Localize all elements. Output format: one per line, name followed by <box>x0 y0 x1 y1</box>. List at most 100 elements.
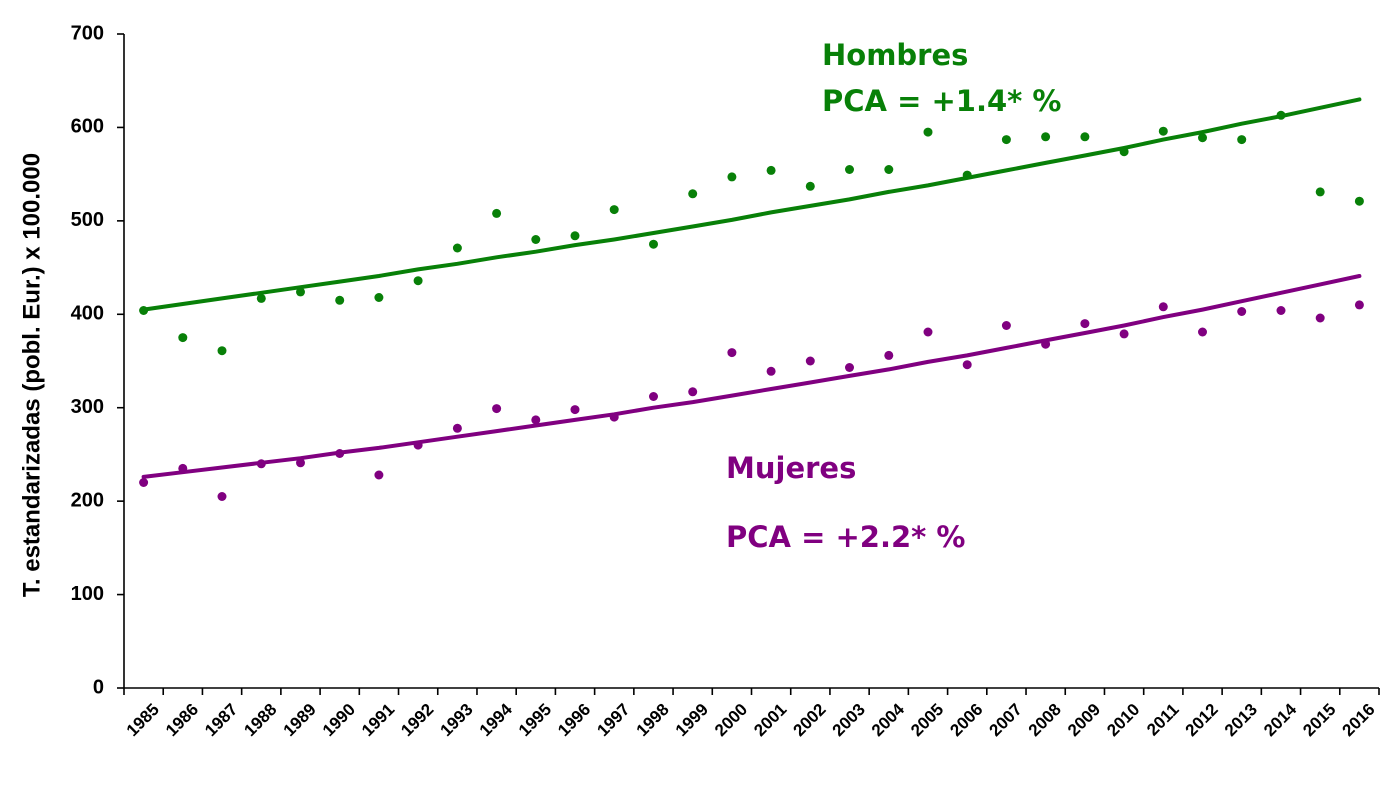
data-point-hombres <box>766 165 776 175</box>
x-tick-label: 1998 <box>633 700 673 740</box>
data-point-mujeres <box>923 327 933 337</box>
data-point-mujeres <box>727 348 737 358</box>
data-point-hombres <box>1041 132 1051 142</box>
data-point-hombres <box>845 165 854 174</box>
data-point-mujeres <box>962 360 972 370</box>
data-point-hombres <box>1198 133 1207 143</box>
data-point-mujeres <box>766 366 776 376</box>
data-point-mujeres <box>452 423 462 433</box>
data-point-mujeres <box>570 405 580 415</box>
data-point-hombres <box>178 333 188 343</box>
data-point-mujeres <box>1354 300 1364 310</box>
trend-line-mujeres <box>141 274 1362 479</box>
data-point-mujeres <box>374 470 384 480</box>
annotations: Hombres PCA = +1.4* % Mujeres PCA = +2.2… <box>726 38 1061 554</box>
x-tick-label: 2004 <box>868 699 909 740</box>
data-point-mujeres <box>1276 306 1286 315</box>
x-tick-label: 1993 <box>436 700 476 740</box>
x-tick-label: 2003 <box>829 700 869 740</box>
data-point-hombres <box>1315 187 1325 197</box>
x-tick-label: 1989 <box>280 700 320 740</box>
data-point-mujeres <box>1158 302 1168 312</box>
y-tick-label: 500 <box>71 209 104 231</box>
data-point-hombres <box>335 295 345 305</box>
x-tick-label: 1994 <box>476 699 517 740</box>
data-point-mujeres <box>609 412 619 422</box>
series-annotation-mujeres: PCA = +2.2* % <box>726 520 965 554</box>
data-point-hombres <box>256 293 266 303</box>
x-tick-label: 1997 <box>593 700 633 740</box>
data-point-hombres <box>884 165 894 174</box>
data-point-hombres <box>1237 135 1247 145</box>
y-tick-label: 0 <box>93 676 104 698</box>
data-point-mujeres <box>492 404 502 414</box>
x-tick-label: 2007 <box>986 700 1026 740</box>
y-axis-label: T. estandarizadas (pobl. Eur.) x 100.000 <box>18 153 45 597</box>
data-point-hombres <box>805 181 815 191</box>
y-tick-label: 300 <box>71 396 104 418</box>
data-point-mujeres <box>1001 321 1011 330</box>
x-tick-label: 2013 <box>1221 700 1261 740</box>
data-point-hombres <box>649 239 658 249</box>
data-point-hombres <box>413 276 423 286</box>
data-point-mujeres <box>335 449 345 458</box>
data-point-hombres <box>1354 196 1364 206</box>
data-point-hombres <box>923 127 933 137</box>
x-tick-label: 2006 <box>946 700 986 740</box>
x-tick-label: 2009 <box>1064 700 1104 740</box>
data-point-hombres <box>1158 126 1168 136</box>
data-point-mujeres <box>1198 327 1207 337</box>
x-tick-label: 2014 <box>1260 699 1301 740</box>
data-point-mujeres <box>1119 329 1129 339</box>
marks <box>139 97 1364 501</box>
trend-line-hombres <box>141 97 1362 312</box>
data-point-hombres <box>1276 110 1286 120</box>
x-tick-label: 1995 <box>515 700 555 740</box>
y-tick-label: 700 <box>71 22 104 44</box>
data-point-mujeres <box>139 478 149 487</box>
x-tick-label: 2015 <box>1299 700 1339 740</box>
x-tick-label: 1988 <box>240 700 280 740</box>
data-point-hombres <box>217 346 227 356</box>
x-tick-label: 2000 <box>711 700 751 740</box>
data-point-hombres <box>492 208 502 218</box>
data-point-hombres <box>531 235 541 244</box>
data-point-mujeres <box>1041 339 1051 349</box>
data-point-hombres <box>139 306 149 315</box>
x-tick-label: 2012 <box>1182 700 1222 740</box>
x-tick-label: 1999 <box>672 700 712 740</box>
series-name-mujeres: Mujeres <box>726 451 856 485</box>
x-tick-label: 1991 <box>358 700 398 740</box>
x-tick-label: 2001 <box>750 700 790 740</box>
x-tick-label: 1986 <box>162 700 202 740</box>
data-point-mujeres <box>1315 313 1325 323</box>
data-point-hombres <box>296 287 305 297</box>
y-tick-label: 200 <box>71 489 104 511</box>
data-point-mujeres <box>884 350 894 360</box>
data-point-mujeres <box>256 459 266 469</box>
y-tick-label: 600 <box>71 116 104 138</box>
data-point-hombres <box>1119 147 1129 157</box>
data-point-mujeres <box>649 392 658 401</box>
data-point-mujeres <box>217 492 227 501</box>
data-point-mujeres <box>413 440 423 450</box>
data-point-hombres <box>688 189 698 199</box>
y-tick-label: 100 <box>71 583 104 605</box>
x-tick-label: 2005 <box>907 700 947 740</box>
data-point-hombres <box>609 205 619 215</box>
data-point-mujeres <box>845 363 854 372</box>
data-point-hombres <box>962 170 972 180</box>
data-point-hombres <box>1001 135 1011 145</box>
data-point-mujeres <box>531 415 541 425</box>
x-tick-label: 1992 <box>397 700 437 740</box>
data-point-hombres <box>452 243 462 253</box>
y-tick-label: 400 <box>71 303 104 325</box>
data-point-mujeres <box>296 458 305 468</box>
x-tick-label: 1987 <box>201 700 241 740</box>
data-point-hombres <box>374 293 384 302</box>
data-point-mujeres <box>688 387 698 397</box>
data-point-hombres <box>1080 132 1090 142</box>
series-name-hombres: Hombres <box>822 38 968 72</box>
x-tick-label: 2008 <box>1025 700 1065 740</box>
